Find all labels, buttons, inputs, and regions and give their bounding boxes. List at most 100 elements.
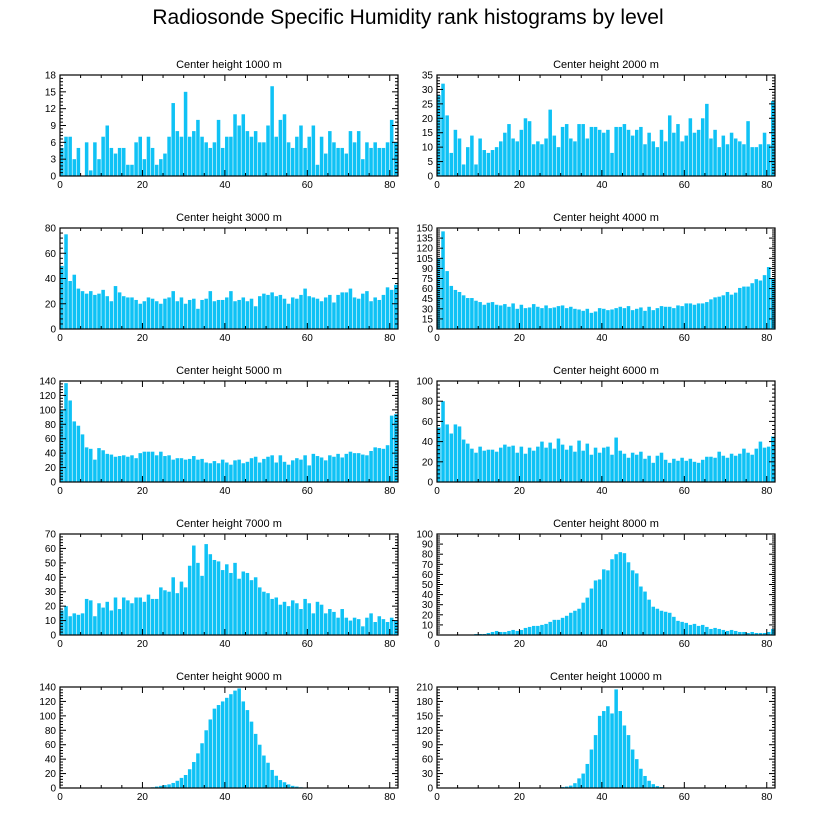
- panel-8: Center height 8000 m0 20 40 60 8001020304050…: [416, 518, 776, 650]
- histogram-bar: [340, 609, 344, 635]
- histogram-bar: [672, 308, 676, 329]
- histogram-bar: [113, 286, 118, 329]
- histogram-bar: [290, 600, 295, 635]
- histogram-bar: [560, 444, 565, 482]
- histogram-bar: [573, 610, 577, 635]
- histogram-bar: [490, 150, 495, 176]
- histogram-bar: [200, 458, 204, 482]
- histogram-bar: [651, 310, 656, 329]
- histogram-bar: [138, 136, 142, 176]
- plot-frame: [436, 74, 776, 177]
- histogram-bar: [282, 461, 287, 482]
- histogram-bar: [369, 450, 373, 482]
- histogram-bar: [229, 572, 233, 635]
- histogram-bar: [245, 131, 250, 176]
- histogram-bar: [676, 124, 680, 176]
- histogram-bar: [196, 753, 200, 788]
- histogram-bar: [105, 601, 110, 635]
- histogram-bar: [494, 630, 499, 635]
- histogram-bar: [146, 136, 151, 176]
- histogram-bar: [229, 464, 233, 482]
- histogram-bar: [519, 629, 524, 635]
- histogram-bar: [548, 109, 552, 176]
- histogram-bar: [200, 136, 204, 176]
- histogram-bar: [688, 303, 693, 329]
- histogram-bar: [733, 630, 738, 635]
- histogram-bar: [482, 450, 487, 482]
- histogram-bar: [478, 446, 482, 482]
- histogram-bar: [258, 462, 262, 482]
- histogram-bar: [651, 606, 656, 635]
- histogram-bar: [233, 301, 237, 329]
- histogram-bar: [159, 303, 163, 329]
- histogram-bar: [394, 620, 398, 635]
- histogram-bar: [544, 305, 548, 329]
- histogram-bar: [630, 310, 635, 329]
- x-tick-label: 40: [219, 180, 231, 191]
- histogram-bar: [519, 129, 524, 176]
- histogram-bar: [348, 131, 353, 176]
- histogram-bar: [278, 780, 283, 788]
- panel-1: Center height 1000 m 0 20 40 60 80 0 3 6 9 12 15 18: [45, 59, 399, 191]
- histogram-bar: [101, 289, 105, 329]
- histogram-bar: [121, 455, 126, 482]
- histogram-bar: [696, 462, 701, 482]
- histogram-bar: [750, 454, 754, 482]
- histogram-bar: [134, 458, 138, 482]
- y-tick-label: 20: [422, 114, 434, 125]
- histogram-bar: [729, 629, 734, 635]
- histogram-bar: [97, 293, 101, 329]
- histogram-bar: [385, 622, 390, 635]
- x-tick-label: 0: [434, 333, 440, 344]
- histogram-bar: [76, 288, 81, 329]
- histogram-bar: [589, 749, 594, 788]
- histogram-bar: [179, 777, 184, 788]
- histogram-bar: [64, 234, 68, 329]
- panel-3: Center height 3000 m 0 20 40 60 80 0 20 40 60 80: [45, 212, 399, 344]
- histogram-bar: [192, 456, 196, 482]
- histogram-bar: [531, 625, 536, 635]
- y-tick-label: 15: [422, 128, 434, 139]
- histogram-bar: [159, 159, 163, 176]
- histogram-bar: [667, 462, 672, 482]
- x-tick-label: 40: [596, 792, 608, 803]
- histogram-bar: [515, 308, 519, 329]
- y-tick-label: 100: [416, 377, 433, 388]
- histogram-bar: [204, 730, 208, 788]
- histogram-bar: [593, 580, 598, 635]
- histogram-bar: [262, 458, 266, 482]
- y-tick-label: 80: [45, 420, 57, 431]
- histogram-bar: [614, 437, 618, 482]
- histogram-bar: [154, 301, 159, 329]
- histogram-bar: [729, 453, 734, 482]
- histogram-bar: [589, 588, 594, 635]
- histogram-bar: [713, 297, 717, 329]
- histogram-bar: [64, 136, 68, 176]
- histogram-bar: [282, 601, 287, 635]
- histogram-bar: [286, 784, 291, 788]
- y-tick-label: 100: [416, 530, 433, 541]
- histogram-bar: [167, 455, 171, 482]
- histogram-bar: [365, 617, 369, 635]
- x-tick-label: 80: [761, 486, 773, 497]
- histogram-bar: [270, 598, 274, 635]
- histogram-bar: [356, 298, 361, 329]
- histogram-bar: [569, 612, 573, 635]
- histogram-bar: [146, 451, 151, 482]
- histogram-bar: [548, 621, 552, 635]
- panel-4: Center height 4000 m0 20 40 60 8001530456075…: [416, 212, 776, 344]
- y-tick-label: 20: [422, 610, 434, 621]
- x-tick-label: 0: [57, 792, 63, 803]
- histogram-bar: [253, 456, 258, 482]
- histogram-bar: [328, 455, 332, 482]
- y-tick-label: 60: [45, 740, 57, 751]
- histogram-bar: [64, 383, 68, 482]
- plot-frame: [59, 533, 399, 636]
- histogram-bar: [602, 569, 606, 635]
- histogram-bar: [478, 138, 482, 176]
- histogram-bar: [639, 307, 643, 329]
- histogram-bar: [212, 301, 217, 329]
- histogram-bar: [154, 455, 159, 482]
- y-tick-label: 80: [45, 224, 57, 235]
- panel-title: Center height 9000 m: [176, 671, 282, 683]
